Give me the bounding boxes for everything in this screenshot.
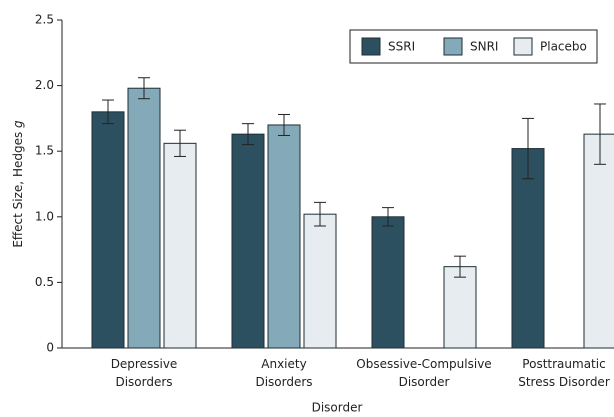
legend-label: SSRI: [388, 40, 415, 54]
x-tick-label: Anxiety Disorders: [255, 357, 312, 389]
y-axis-label: Effect Size, Hedges g: [11, 120, 25, 248]
x-tick-label-line: Depressive: [111, 357, 178, 371]
bar: [91, 111, 125, 349]
x-tick-label-line: Posttraumatic: [522, 357, 605, 371]
x-tick-label: Obsessive-Compulsive Disorder: [356, 357, 491, 389]
y-axis-label-text: Effect Size, Hedges: [11, 132, 25, 248]
legend-swatch: [513, 37, 533, 56]
bar: [511, 148, 545, 349]
y-tick-label: 0.5: [35, 275, 54, 289]
x-tick-label-line: Disorders: [115, 375, 172, 389]
y-tick-label: 2.5: [35, 13, 54, 27]
legend-label: Placebo: [540, 40, 587, 54]
x-tick-label: Posttraumatic Stress Disorder: [518, 357, 610, 389]
x-tick-label-line: Disorders: [255, 375, 312, 389]
bar: [127, 87, 161, 349]
x-tick-label-line: Stress Disorder: [518, 375, 610, 389]
legend-label: SNRI: [470, 40, 498, 54]
bar: [267, 124, 301, 349]
bar: [583, 133, 614, 349]
x-tick-label-line: Anxiety: [261, 357, 306, 371]
bar: [371, 216, 405, 349]
bar: [163, 142, 197, 349]
y-axis-label-symbol: g: [11, 120, 25, 128]
y-tick-label: 0: [46, 341, 54, 355]
bar: [443, 266, 477, 349]
legend-swatch: [361, 37, 381, 56]
x-tick-label: Depressive Disorders: [111, 357, 178, 389]
y-tick-label: 1.5: [35, 144, 54, 158]
y-tick-label: 1.0: [35, 209, 54, 223]
y-tick-label: 2.0: [35, 78, 54, 92]
bar: [231, 133, 265, 349]
legend-swatch: [443, 37, 463, 56]
legend-box: [349, 29, 598, 64]
x-tick-label-line: Obsessive-Compulsive: [356, 357, 491, 371]
bar: [303, 213, 337, 349]
x-tick-label-line: Disorder: [399, 375, 450, 389]
x-axis-label: Disorder: [312, 401, 363, 415]
